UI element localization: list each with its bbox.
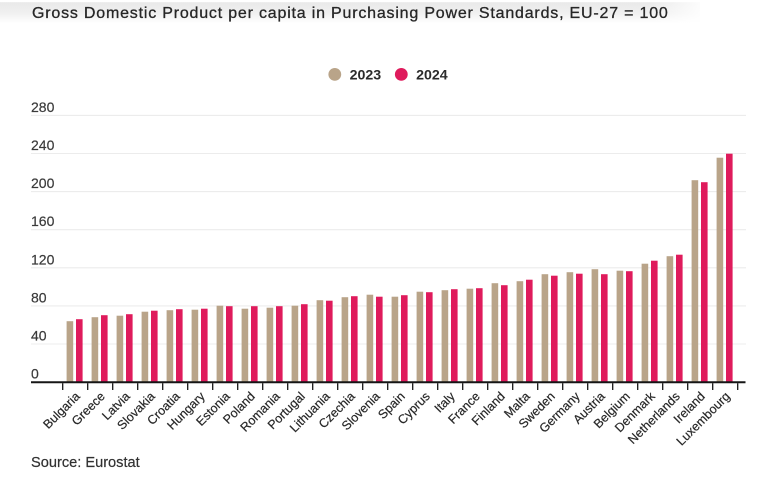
svg-text:120: 120 (31, 251, 55, 267)
svg-text:240: 240 (31, 137, 55, 153)
svg-text:280: 280 (31, 99, 55, 115)
svg-text:Gross Domestic Product per cap: Gross Domestic Product per capita in Pur… (32, 5, 669, 22)
svg-text:2024: 2024 (416, 67, 448, 83)
svg-text:160: 160 (31, 213, 55, 229)
svg-text:40: 40 (31, 328, 47, 344)
svg-text:Source: Eurostat: Source: Eurostat (31, 455, 140, 471)
svg-text:80: 80 (31, 289, 47, 305)
svg-text:2023: 2023 (350, 67, 382, 83)
svg-text:0: 0 (31, 366, 39, 382)
svg-text:200: 200 (31, 175, 55, 191)
